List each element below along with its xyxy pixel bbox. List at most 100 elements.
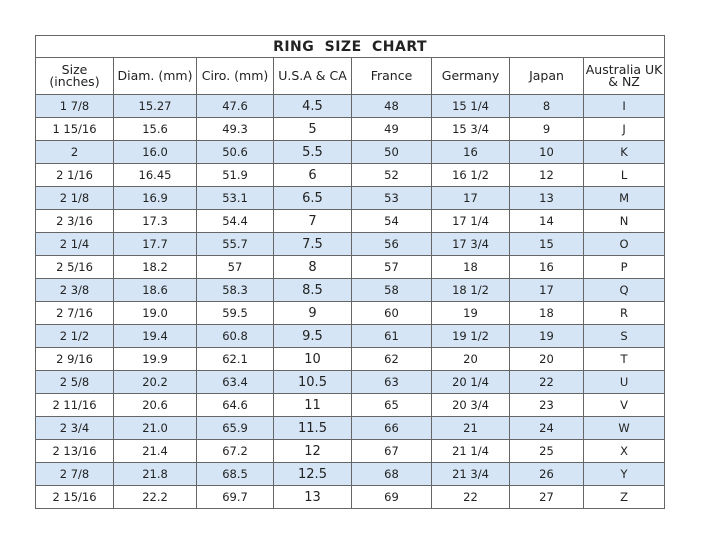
column-header-diameter-mm: Diam. (mm) bbox=[113, 57, 197, 95]
cell-australia-uk-nz: I bbox=[582, 94, 666, 118]
table-row: 2 1/4 17.7 55.7 7.5 56 17 3/4 15 O bbox=[35, 232, 666, 256]
cell-size-inches: 2 1/4 bbox=[35, 232, 114, 256]
cell-diameter-mm: 15.6 bbox=[113, 117, 197, 141]
chart-title: RING SIZE CHART bbox=[34, 35, 666, 58]
cell-usa-ca: 5.5 bbox=[273, 140, 352, 164]
cell-germany: 18 bbox=[431, 255, 510, 279]
cell-japan: 25 bbox=[509, 439, 584, 463]
table-row: 2 9/16 19.9 62.1 10 62 20 20 T bbox=[35, 347, 666, 371]
cell-diameter-mm: 22.2 bbox=[113, 485, 197, 509]
cell-circumference-mm: 53.1 bbox=[196, 186, 274, 210]
cell-france: 58 bbox=[351, 278, 432, 302]
cell-size-inches: 2 7/16 bbox=[35, 301, 114, 325]
table-row: 2 7/16 19.0 59.5 9 60 19 18 R bbox=[35, 301, 666, 325]
cell-germany: 19 bbox=[431, 301, 510, 325]
cell-japan: 9 bbox=[509, 117, 584, 141]
cell-france: 63 bbox=[351, 370, 432, 394]
header-row: Size (inches) Diam. (mm) Ciro. (mm) U.S.A &… bbox=[35, 57, 666, 95]
cell-circumference-mm: 58.3 bbox=[196, 278, 274, 302]
cell-germany: 21 bbox=[431, 416, 510, 440]
cell-size-inches: 2 3/8 bbox=[35, 278, 114, 302]
cell-diameter-mm: 18.6 bbox=[113, 278, 197, 302]
column-header-japan: Japan bbox=[509, 57, 584, 95]
cell-size-inches: 2 1/8 bbox=[35, 186, 114, 210]
cell-australia-uk-nz: O bbox=[582, 232, 666, 256]
cell-australia-uk-nz: J bbox=[582, 117, 666, 141]
cell-germany: 18 1/2 bbox=[431, 278, 510, 302]
cell-japan: 18 bbox=[509, 301, 584, 325]
cell-france: 61 bbox=[351, 324, 432, 348]
column-header-circumference-mm: Ciro. (mm) bbox=[196, 57, 274, 95]
cell-australia-uk-nz: P bbox=[582, 255, 666, 279]
cell-size-inches: 2 3/16 bbox=[35, 209, 114, 233]
cell-germany: 21 3/4 bbox=[431, 462, 510, 486]
table-row: 2 5/16 18.2 57 8 57 18 16 P bbox=[35, 255, 666, 279]
cell-diameter-mm: 21.0 bbox=[113, 416, 197, 440]
cell-circumference-mm: 54.4 bbox=[196, 209, 274, 233]
cell-japan: 20 bbox=[509, 347, 584, 371]
cell-germany: 17 3/4 bbox=[431, 232, 510, 256]
cell-france: 52 bbox=[351, 163, 432, 187]
cell-circumference-mm: 64.6 bbox=[196, 393, 274, 417]
cell-usa-ca: 11 bbox=[273, 393, 352, 417]
cell-france: 54 bbox=[351, 209, 432, 233]
cell-germany: 16 1/2 bbox=[431, 163, 510, 187]
cell-circumference-mm: 67.2 bbox=[196, 439, 274, 463]
cell-usa-ca: 10.5 bbox=[273, 370, 352, 394]
cell-usa-ca: 6.5 bbox=[273, 186, 352, 210]
cell-france: 49 bbox=[351, 117, 432, 141]
cell-usa-ca: 7 bbox=[273, 209, 352, 233]
column-header-size-inches: Size (inches) bbox=[35, 57, 114, 95]
cell-circumference-mm: 62.1 bbox=[196, 347, 274, 371]
cell-usa-ca: 4.5 bbox=[273, 94, 352, 118]
table-row: 2 15/16 22.2 69.7 13 69 22 27 Z bbox=[35, 485, 666, 509]
cell-germany: 15 3/4 bbox=[431, 117, 510, 141]
cell-germany: 20 1/4 bbox=[431, 370, 510, 394]
cell-france: 60 bbox=[351, 301, 432, 325]
cell-japan: 27 bbox=[509, 485, 584, 509]
table-row: 2 16.0 50.6 5.5 50 16 10 K bbox=[35, 140, 666, 164]
cell-diameter-mm: 18.2 bbox=[113, 255, 197, 279]
cell-australia-uk-nz: Z bbox=[582, 485, 666, 509]
cell-germany: 22 bbox=[431, 485, 510, 509]
cell-japan: 23 bbox=[509, 393, 584, 417]
cell-australia-uk-nz: Q bbox=[582, 278, 666, 302]
cell-circumference-mm: 63.4 bbox=[196, 370, 274, 394]
column-header-germany: Germany bbox=[431, 57, 510, 95]
cell-diameter-mm: 16.0 bbox=[113, 140, 197, 164]
cell-france: 56 bbox=[351, 232, 432, 256]
cell-australia-uk-nz: W bbox=[582, 416, 666, 440]
cell-size-inches: 2 5/8 bbox=[35, 370, 114, 394]
cell-circumference-mm: 47.6 bbox=[196, 94, 274, 118]
cell-circumference-mm: 59.5 bbox=[196, 301, 274, 325]
cell-diameter-mm: 17.3 bbox=[113, 209, 197, 233]
table-row: 2 3/8 18.6 58.3 8.5 58 18 1/2 17 Q bbox=[35, 278, 666, 302]
table-row: 2 13/16 21.4 67.2 12 67 21 1/4 25 X bbox=[35, 439, 666, 463]
cell-japan: 12 bbox=[509, 163, 584, 187]
cell-germany: 17 bbox=[431, 186, 510, 210]
cell-usa-ca: 6 bbox=[273, 163, 352, 187]
cell-diameter-mm: 21.8 bbox=[113, 462, 197, 486]
cell-france: 66 bbox=[351, 416, 432, 440]
table-row: 2 3/16 17.3 54.4 7 54 17 1/4 14 N bbox=[35, 209, 666, 233]
cell-size-inches: 1 7/8 bbox=[35, 94, 114, 118]
cell-australia-uk-nz: N bbox=[582, 209, 666, 233]
cell-circumference-mm: 51.9 bbox=[196, 163, 274, 187]
cell-japan: 22 bbox=[509, 370, 584, 394]
cell-circumference-mm: 55.7 bbox=[196, 232, 274, 256]
cell-australia-uk-nz: L bbox=[582, 163, 666, 187]
cell-japan: 17 bbox=[509, 278, 584, 302]
cell-germany: 20 3/4 bbox=[431, 393, 510, 417]
cell-usa-ca: 11.5 bbox=[273, 416, 352, 440]
cell-japan: 24 bbox=[509, 416, 584, 440]
cell-diameter-mm: 19.9 bbox=[113, 347, 197, 371]
table-row: 2 5/8 20.2 63.4 10.5 63 20 1/4 22 U bbox=[35, 370, 666, 394]
table-row: 2 1/2 19.4 60.8 9.5 61 19 1/2 19 S bbox=[35, 324, 666, 348]
cell-circumference-mm: 49.3 bbox=[196, 117, 274, 141]
cell-france: 62 bbox=[351, 347, 432, 371]
cell-size-inches: 2 13/16 bbox=[35, 439, 114, 463]
cell-germany: 16 bbox=[431, 140, 510, 164]
cell-size-inches: 2 bbox=[35, 140, 114, 164]
table-row: 1 7/8 15.27 47.6 4.5 48 15 1/4 8 I bbox=[35, 94, 666, 118]
cell-australia-uk-nz: X bbox=[582, 439, 666, 463]
